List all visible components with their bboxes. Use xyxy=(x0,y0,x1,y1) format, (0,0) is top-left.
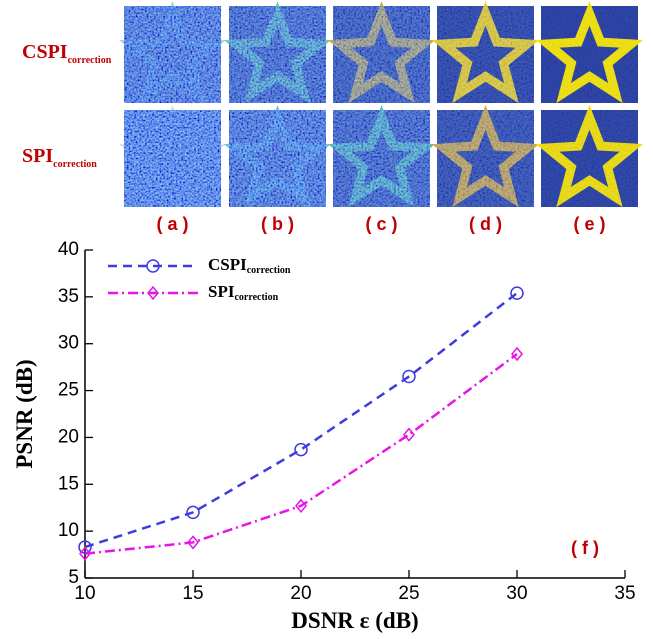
y-tick-label: 25 xyxy=(58,380,79,401)
y-tick-label: 10 xyxy=(58,520,79,541)
y-tick-label: 20 xyxy=(58,426,79,447)
image-noise xyxy=(229,110,326,207)
y-tick-label: 35 xyxy=(58,286,79,307)
y-axis-label: PSNR (dB) xyxy=(12,359,37,468)
panel-label: ( a ) xyxy=(156,214,188,234)
row-label: SPIcorrection xyxy=(22,145,97,170)
image-noise xyxy=(124,6,221,103)
image-noise xyxy=(333,6,430,103)
x-tick-label: 25 xyxy=(398,583,419,604)
image-noise xyxy=(541,6,638,103)
legend-name: CSPI xyxy=(208,255,247,274)
y-tick-label: 15 xyxy=(58,473,79,494)
row-label-main: CSPI xyxy=(22,41,68,63)
x-tick-label: 20 xyxy=(290,583,311,604)
legend-name-sub: correction xyxy=(234,292,278,303)
image-noise xyxy=(333,110,430,207)
figure: CSPIcorrectionSPIcorrection DSNR ε (dB) … xyxy=(0,0,653,639)
page: {"chart_data": {"type": "line", "image_r… xyxy=(0,0,653,639)
legend-label: SPIcorrection xyxy=(208,282,279,303)
panel-label: ( d ) xyxy=(469,214,502,234)
x-tick-label: 30 xyxy=(506,583,527,604)
x-tick-label: 15 xyxy=(182,583,203,604)
annotation: ( f ) xyxy=(571,538,599,558)
line xyxy=(85,293,517,547)
panel-label: ( e ) xyxy=(573,214,605,234)
image-noise xyxy=(437,6,534,103)
marker xyxy=(404,429,414,441)
x-tick-label: 35 xyxy=(614,583,635,604)
x-axis-label: DSNR ε (dB) xyxy=(291,608,418,633)
panel-label: ( b ) xyxy=(261,214,294,234)
legend-label: CSPIcorrection xyxy=(208,255,291,276)
panel-label: ( c ) xyxy=(365,214,397,234)
row-label-sub: correction xyxy=(53,159,97,170)
marker xyxy=(511,287,523,299)
y-tick-label: 40 xyxy=(58,239,79,260)
y-tick-label: 30 xyxy=(58,333,79,354)
marker xyxy=(295,444,307,456)
line xyxy=(85,354,517,554)
row-label-main: SPI xyxy=(22,145,53,167)
image-noise xyxy=(541,110,638,207)
legend-name-sub: correction xyxy=(247,265,291,276)
row-label-sub: correction xyxy=(68,55,112,66)
row-label: CSPIcorrection xyxy=(22,41,112,66)
x-tick-label: 10 xyxy=(74,583,95,604)
image-noise xyxy=(437,110,534,207)
legend-name: SPI xyxy=(208,282,235,301)
image-noise xyxy=(124,110,221,207)
image-noise xyxy=(229,6,326,103)
